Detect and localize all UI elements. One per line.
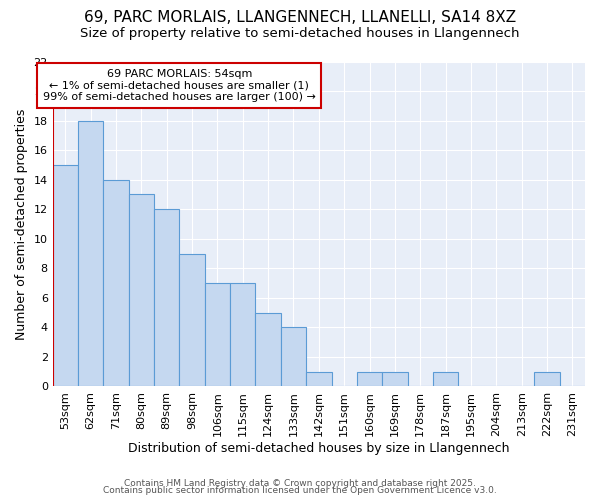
Text: Size of property relative to semi-detached houses in Llangennech: Size of property relative to semi-detach… bbox=[80, 28, 520, 40]
Bar bbox=[53, 165, 78, 386]
Text: Contains public sector information licensed under the Open Government Licence v3: Contains public sector information licen… bbox=[103, 486, 497, 495]
Bar bbox=[230, 283, 256, 387]
Bar bbox=[103, 180, 129, 386]
Y-axis label: Number of semi-detached properties: Number of semi-detached properties bbox=[15, 108, 28, 340]
Bar bbox=[78, 120, 103, 386]
Bar bbox=[129, 194, 154, 386]
Text: Contains HM Land Registry data © Crown copyright and database right 2025.: Contains HM Land Registry data © Crown c… bbox=[124, 478, 476, 488]
Bar bbox=[535, 372, 560, 386]
Bar bbox=[154, 209, 179, 386]
Bar bbox=[382, 372, 407, 386]
Bar bbox=[357, 372, 382, 386]
Bar bbox=[256, 312, 281, 386]
Bar bbox=[281, 328, 306, 386]
X-axis label: Distribution of semi-detached houses by size in Llangennech: Distribution of semi-detached houses by … bbox=[128, 442, 509, 455]
Text: 69 PARC MORLAIS: 54sqm
← 1% of semi-detached houses are smaller (1)
99% of semi-: 69 PARC MORLAIS: 54sqm ← 1% of semi-deta… bbox=[43, 69, 316, 102]
Text: 69, PARC MORLAIS, LLANGENNECH, LLANELLI, SA14 8XZ: 69, PARC MORLAIS, LLANGENNECH, LLANELLI,… bbox=[84, 10, 516, 25]
Bar bbox=[179, 254, 205, 386]
Bar bbox=[205, 283, 230, 387]
Bar bbox=[306, 372, 332, 386]
Bar bbox=[433, 372, 458, 386]
